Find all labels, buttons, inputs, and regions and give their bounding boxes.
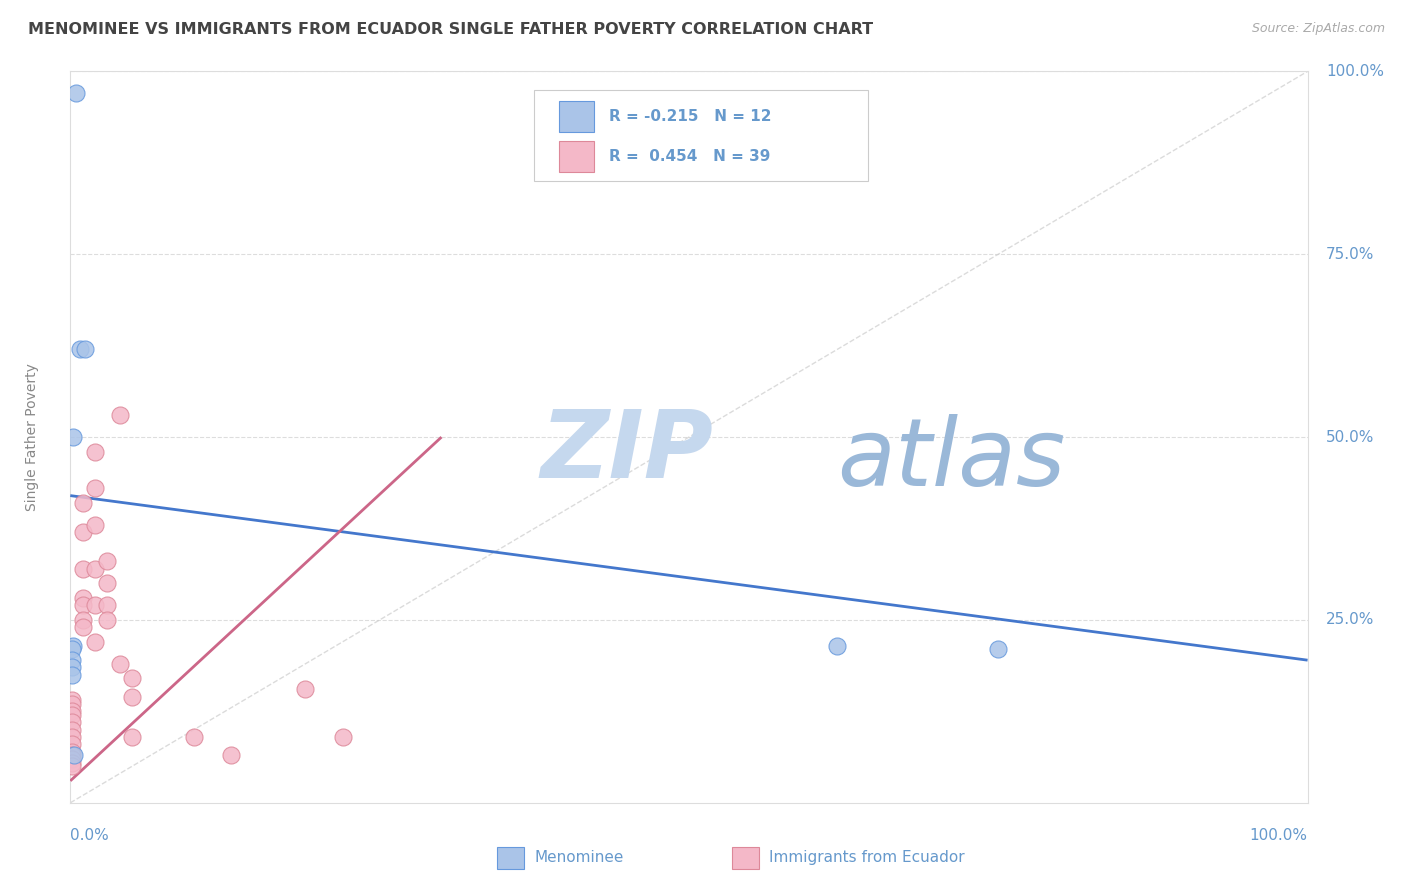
Point [60, 705, 83, 719]
FancyBboxPatch shape [733, 847, 759, 869]
Point [84, 599, 107, 613]
Point [60, 660, 83, 674]
Point [84, 481, 107, 495]
Text: ZIP: ZIP [540, 406, 713, 498]
Point [108, 408, 131, 422]
Point [60, 708, 83, 723]
Point [294, 682, 316, 697]
Point [63, 748, 86, 763]
Text: atlas: atlas [838, 414, 1066, 505]
Point [827, 639, 849, 653]
Point [60, 730, 83, 744]
Point [96, 613, 118, 627]
Text: Immigrants from Ecuador: Immigrants from Ecuador [769, 850, 965, 865]
Text: 100.0%: 100.0% [1326, 64, 1384, 78]
Point [72, 613, 94, 627]
Point [72, 599, 94, 613]
Point [75, 343, 97, 357]
Point [60, 752, 83, 766]
Text: MENOMINEE VS IMMIGRANTS FROM ECUADOR SINGLE FATHER POVERTY CORRELATION CHART: MENOMINEE VS IMMIGRANTS FROM ECUADOR SIN… [28, 22, 873, 37]
Point [62, 639, 84, 653]
Point [60, 715, 83, 730]
Text: R =  0.454   N = 39: R = 0.454 N = 39 [609, 149, 770, 164]
Point [332, 730, 354, 744]
FancyBboxPatch shape [560, 141, 593, 172]
Text: 100.0%: 100.0% [1250, 829, 1308, 844]
Point [60, 697, 83, 711]
Point [60, 756, 83, 770]
Point [121, 672, 143, 686]
Point [72, 562, 94, 576]
Text: Source: ZipAtlas.com: Source: ZipAtlas.com [1251, 22, 1385, 36]
Point [60, 723, 83, 737]
Point [84, 635, 107, 649]
Point [121, 730, 143, 744]
FancyBboxPatch shape [560, 102, 593, 132]
Point [84, 444, 107, 458]
Point [96, 576, 118, 591]
Point [72, 496, 94, 510]
Point [72, 620, 94, 634]
Point [62, 430, 84, 444]
FancyBboxPatch shape [534, 90, 869, 181]
Point [60, 748, 83, 763]
Point [60, 737, 83, 751]
Point [219, 748, 242, 763]
Point [65, 87, 87, 101]
Point [60, 745, 83, 759]
Point [183, 730, 205, 744]
Point [84, 562, 107, 576]
Point [60, 653, 83, 667]
Point [60, 759, 83, 773]
Text: 50.0%: 50.0% [1326, 430, 1375, 444]
Point [96, 599, 118, 613]
Point [987, 642, 1010, 657]
Point [60, 693, 83, 707]
Text: 75.0%: 75.0% [1326, 247, 1375, 261]
Text: Menominee: Menominee [534, 850, 624, 865]
Point [121, 690, 143, 704]
Point [84, 517, 107, 532]
Point [69, 343, 91, 357]
Point [60, 642, 83, 657]
Point [60, 667, 83, 681]
Text: Single Father Poverty: Single Father Poverty [25, 363, 39, 511]
Point [108, 657, 131, 671]
Text: R = -0.215   N = 12: R = -0.215 N = 12 [609, 110, 770, 124]
Point [72, 591, 94, 605]
Text: 25.0%: 25.0% [1326, 613, 1375, 627]
Text: 0.0%: 0.0% [70, 829, 110, 844]
Point [96, 554, 118, 568]
Point [72, 525, 94, 540]
FancyBboxPatch shape [498, 847, 524, 869]
